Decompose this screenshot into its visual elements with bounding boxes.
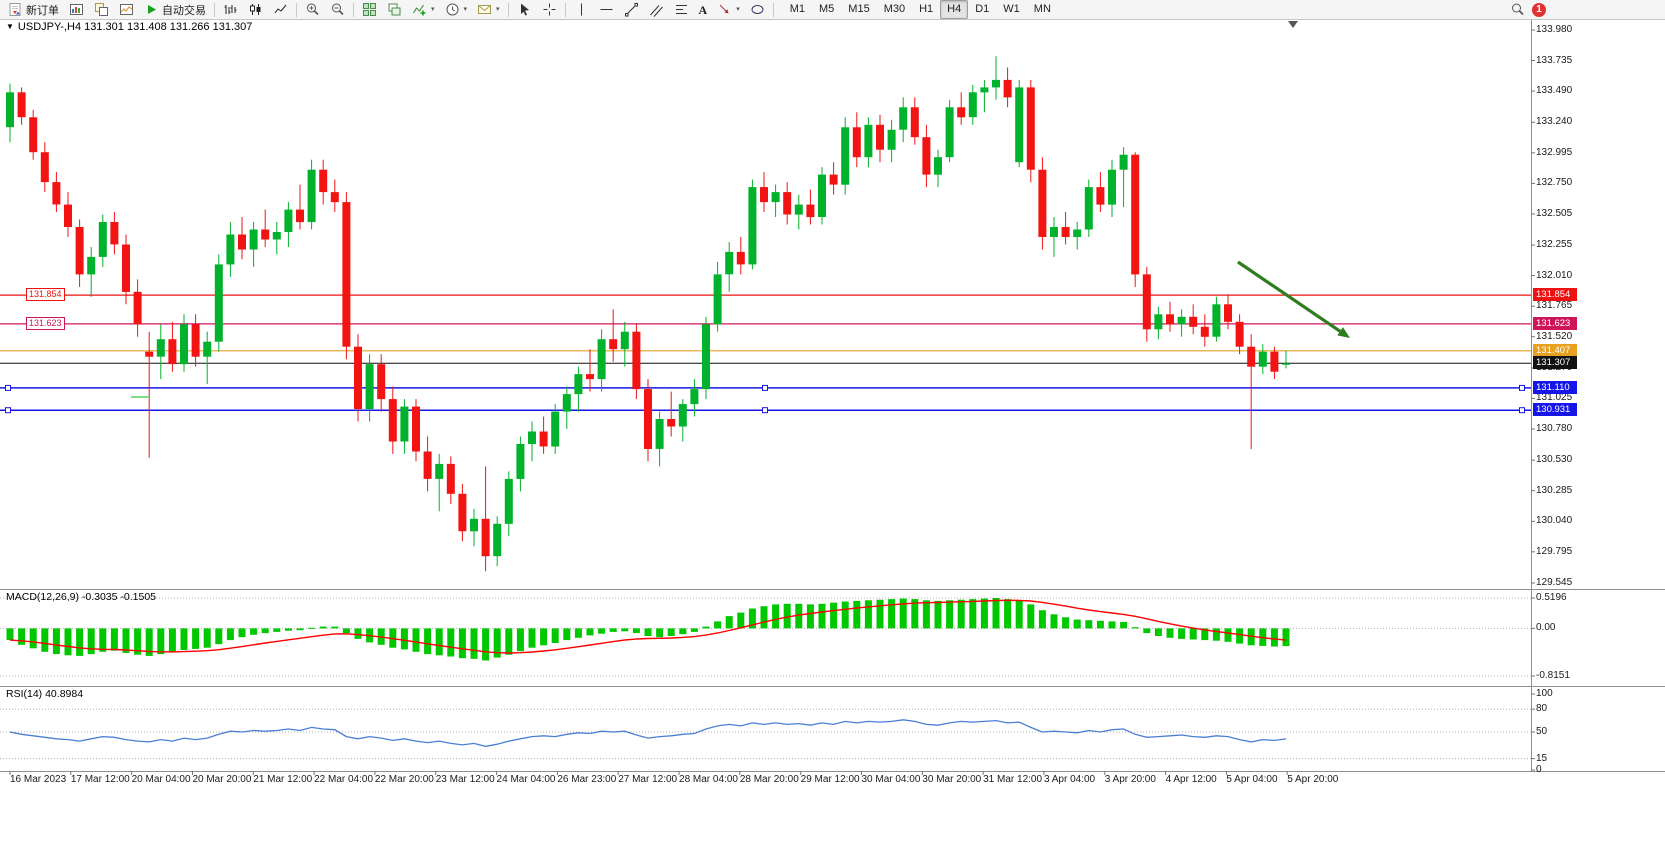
crosshair-button[interactable]: [537, 0, 562, 19]
axis-ticks: [9, 29, 1535, 775]
candlestick-chart-button[interactable]: [243, 0, 268, 19]
bar-chart-icon: [224, 5, 237, 14]
charts-icon: [70, 4, 83, 15]
vertical-line-button[interactable]: [569, 0, 594, 19]
text-icon: A: [698, 2, 708, 17]
timeframe-m15-button[interactable]: M15: [848, 3, 870, 15]
periods-icon: [446, 3, 459, 16]
shapes-icon: [751, 5, 764, 14]
panel-separators: [0, 19, 1665, 772]
dropdown-caret-icon: ▾: [736, 6, 740, 13]
zoom-out-button[interactable]: [325, 0, 350, 19]
timeframe-mn-button[interactable]: MN: [1033, 3, 1051, 15]
toolbar-separator: [507, 2, 509, 17]
cursor-icon: [520, 3, 529, 16]
periods-button[interactable]: ▾: [440, 0, 473, 19]
autotrading-play-icon: [148, 5, 156, 14]
timeframe-m30-button[interactable]: M30: [883, 3, 906, 15]
zoom-out-icon: [332, 3, 344, 16]
profiles-button[interactable]: [89, 0, 114, 19]
fibonacci-button[interactable]: [669, 0, 694, 19]
templates-icon: [478, 5, 492, 14]
market-watch-icon: [120, 4, 133, 15]
timeframe-h1-button[interactable]: H1: [919, 3, 934, 15]
horizontal-line-button[interactable]: [594, 0, 619, 19]
bar-chart-button[interactable]: [218, 0, 243, 19]
crosshair-icon: [543, 3, 556, 16]
charts-button[interactable]: [64, 0, 89, 19]
templates-button[interactable]: ▾: [472, 0, 505, 19]
autotrading-button[interactable]: 自动交易: [139, 0, 211, 19]
candlesticks: [6, 56, 1290, 572]
notification-badge[interactable]: 1: [1532, 2, 1546, 17]
line-chart-icon: [274, 4, 287, 14]
new-order-label: 新订单: [26, 4, 59, 17]
text-button[interactable]: A: [694, 0, 713, 19]
trendline-button[interactable]: [619, 0, 644, 19]
level-lines[interactable]: [0, 294, 1531, 414]
arrows-button[interactable]: ▾: [712, 0, 745, 19]
indicators-button[interactable]: ▾: [407, 0, 440, 19]
toolbar-right-group: 1: [1510, 2, 1546, 17]
toolbar-separator: [353, 2, 354, 17]
toolbar-separator: [564, 2, 566, 17]
timeframe-d1-button[interactable]: D1: [975, 3, 990, 15]
cursor-button[interactable]: [512, 0, 537, 19]
dropdown-caret-icon: ▾: [431, 6, 435, 13]
new-order-icon: [9, 3, 21, 16]
timeframe-h4-button[interactable]: H4: [940, 0, 969, 19]
toolbar-separator: [772, 2, 774, 17]
cascade-windows-button[interactable]: [382, 0, 407, 19]
indicators-icon: [413, 4, 426, 16]
autotrading-label: 自动交易: [162, 4, 206, 17]
timeframe-toolbar: M1 M5 M15 M30 H1 H4 D1 W1 MN: [783, 0, 1058, 19]
fibonacci-icon: [675, 5, 687, 14]
line-chart-button[interactable]: [268, 0, 293, 19]
market-watch-button[interactable]: [114, 0, 139, 19]
tile-windows-icon: [363, 3, 376, 16]
toolbar-separator: [214, 2, 215, 17]
search-icon[interactable]: [1510, 2, 1525, 17]
shapes-button[interactable]: [745, 0, 770, 19]
rsi-line: [9, 719, 1287, 748]
dropdown-caret-icon: ▾: [496, 6, 500, 13]
timeframe-m1-button[interactable]: M1: [789, 3, 806, 15]
toolbar-separator: [296, 2, 297, 17]
chart-shift-marker-icon[interactable]: [1288, 21, 1298, 28]
profiles-icon: [95, 3, 108, 16]
timeframe-m5-button[interactable]: M5: [819, 3, 835, 15]
dropdown-caret-icon: ▾: [463, 6, 468, 13]
vertical-line-icon: [580, 3, 582, 16]
arrows-icon: [719, 4, 729, 14]
channel-icon: [649, 5, 663, 17]
new-order-button[interactable]: 新订单: [3, 0, 64, 19]
candlestick-chart-icon: [250, 4, 261, 15]
zoom-in-button[interactable]: [300, 0, 325, 19]
annotation-arrow[interactable]: [1237, 260, 1350, 338]
channel-button[interactable]: [644, 0, 669, 19]
horizontal-line-icon: [600, 9, 613, 10]
cascade-windows-icon: [388, 3, 401, 16]
tile-windows-button[interactable]: [357, 0, 382, 19]
zoom-in-icon: [307, 3, 319, 16]
macd-signal-line: [9, 599, 1287, 654]
trendline-icon: [624, 3, 638, 17]
timeframe-w1-button[interactable]: W1: [1003, 3, 1020, 15]
toolbar: 新订单 自动交易: [0, 0, 1665, 20]
